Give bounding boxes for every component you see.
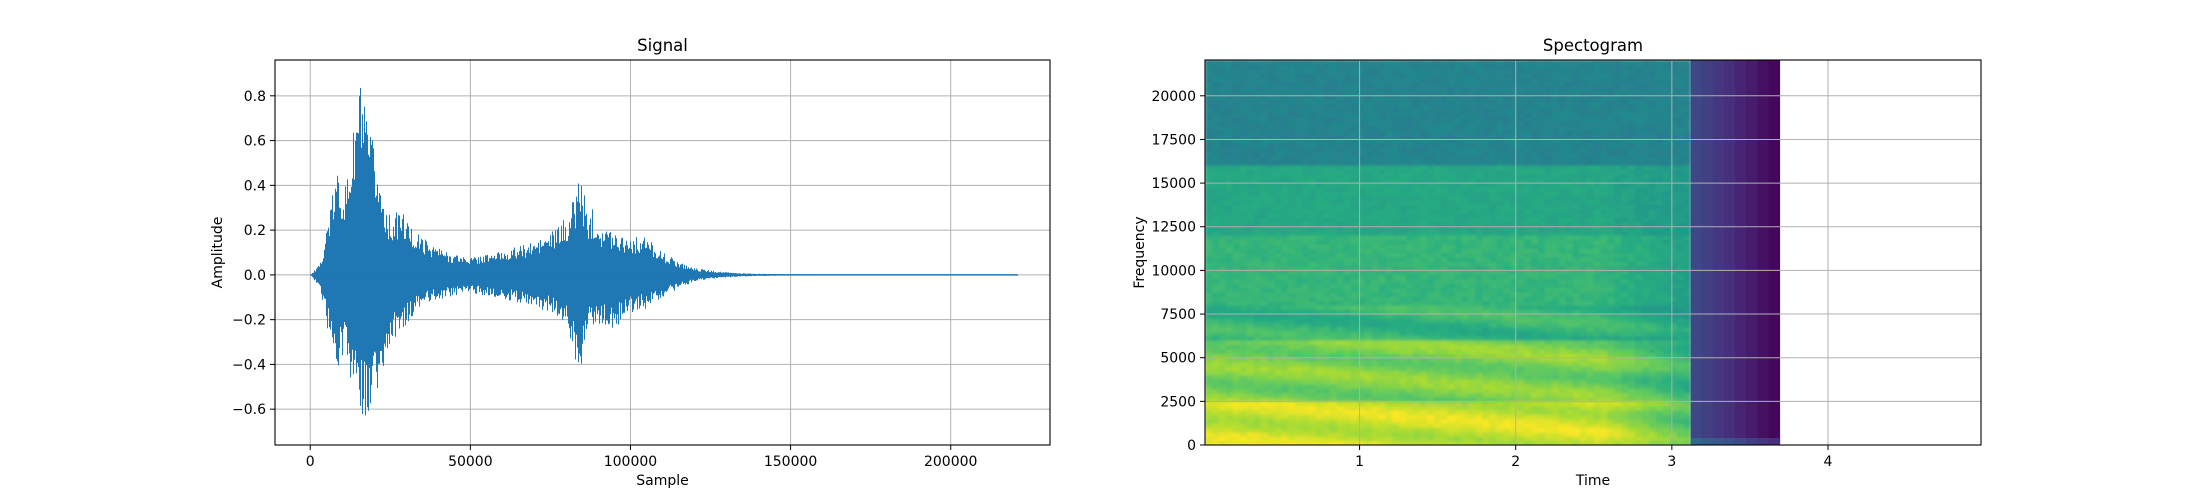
spectrogram-speech-region	[1205, 60, 1691, 446]
spectrogram-y-label: Frequency	[1132, 216, 1148, 288]
spectrogram-y-tick-label: 20000	[1151, 89, 1196, 105]
signal-y-axis: −0.6 −0.4 −0.2 0.0 0.2 0.4 0.6 0.8	[232, 89, 275, 418]
spectrogram-y-tick-label: 0	[1187, 438, 1196, 454]
spectrogram-panel: Spectogram 1 2 3 4 0 2500 5000 7500 10000 12500 1…	[1132, 36, 1981, 489]
signal-y-tick-label: −0.2	[232, 313, 266, 329]
spectrogram-image	[1205, 60, 1780, 446]
signal-y-tick-label: 0.2	[244, 223, 266, 239]
signal-y-tick-label: −0.4	[232, 357, 266, 373]
signal-x-tick-label: 100000	[604, 454, 657, 470]
signal-y-tick-label: 0.8	[244, 89, 266, 105]
spectrogram-y-tick-label: 10000	[1151, 263, 1196, 279]
spectrogram-x-tick-label: 4	[1824, 454, 1833, 470]
signal-plot-area	[310, 88, 1018, 416]
spectrogram-y-tick-label: 15000	[1151, 176, 1196, 192]
spectrogram-y-tick-label: 17500	[1151, 132, 1196, 148]
signal-x-tick-label: 50000	[448, 454, 493, 470]
spectrogram-y-tick-label: 12500	[1151, 220, 1196, 236]
spectrogram-y-tick-label: 5000	[1160, 351, 1196, 367]
signal-x-tick-label: 150000	[764, 454, 817, 470]
spectrogram-x-tick-label: 1	[1355, 454, 1364, 470]
signal-y-tick-label: 0.6	[244, 134, 266, 150]
signal-x-label: Sample	[636, 473, 689, 489]
signal-y-tick-label: 0.4	[244, 178, 266, 194]
signal-y-label: Amplitude	[210, 217, 226, 289]
signal-waveform	[311, 88, 1019, 416]
spectrogram-y-axis: 0 2500 5000 7500 10000 12500 15000 17500 20000	[1151, 89, 1205, 454]
spectrogram-title: Spectogram	[1543, 36, 1643, 55]
spectrogram-x-tick-label: 3	[1667, 454, 1676, 470]
signal-x-tick-label: 200000	[924, 454, 977, 470]
spectrogram-x-label: Time	[1575, 473, 1610, 489]
signal-y-tick-label: −0.6	[232, 402, 266, 418]
signal-panel: Signal 0 50000 100000 150000 200000 −0.6 −0.4…	[210, 36, 1050, 489]
signal-x-axis: 0 50000 100000 150000 200000	[306, 445, 978, 470]
spectrogram-y-tick-label: 7500	[1160, 307, 1196, 323]
signal-title: Signal	[637, 36, 688, 55]
signal-x-tick-label: 0	[306, 454, 315, 470]
spectrogram-x-tick-label: 2	[1511, 454, 1520, 470]
signal-y-tick-label: 0.0	[244, 268, 266, 284]
spectrogram-x-axis: 1 2 3 4	[1355, 445, 1832, 470]
spectrogram-y-tick-label: 2500	[1160, 394, 1196, 410]
spectrogram-silence-region	[1691, 60, 1781, 445]
